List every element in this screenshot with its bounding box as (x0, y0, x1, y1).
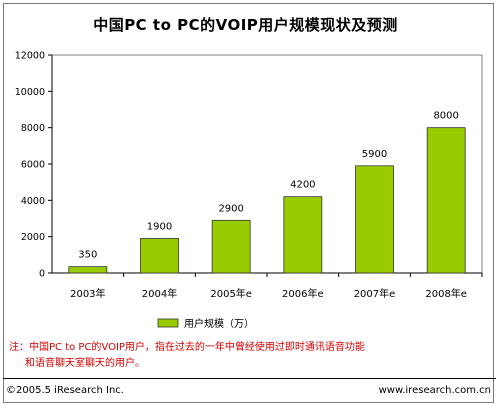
x-tick-label: 2004年 (142, 287, 177, 300)
x-tick-label: 2007年e (354, 287, 396, 300)
footnote: 注：中国PC to PC的VOIP用户，指在过去的一年中曾经使用过即时通讯语音功… (9, 340, 479, 372)
x-tick-label: 2008年e (425, 287, 467, 300)
x-tick-label: 2003年 (70, 287, 105, 300)
chart-title: 中国PC to PC的VOIP用户规模现状及预测 (93, 16, 398, 34)
x-tick-label: 2006年e (282, 287, 324, 300)
y-tick-label: 6000 (21, 160, 45, 171)
bar (355, 165, 394, 274)
bar (211, 219, 251, 274)
copyright-text: ©2005.5 iResearch Inc. (6, 385, 124, 396)
y-tick-label: 10000 (15, 87, 45, 98)
plot-area (51, 54, 483, 274)
bar (140, 238, 179, 274)
legend-swatch (157, 318, 179, 328)
website-url: www.iresearch.com.cn (378, 385, 491, 396)
bar-value-label: 1900 (147, 221, 172, 232)
footnote-line-2: 和语音聊天室聊天的用户。 (25, 358, 145, 369)
bar (68, 266, 108, 274)
bar-value-label: 4200 (290, 180, 315, 191)
bar-value-label: 2900 (218, 203, 243, 214)
chart-frame (3, 3, 494, 403)
bar-value-label: 5900 (362, 149, 387, 160)
footnote-line-1: 注：中国PC to PC的VOIP用户，指在过去的一年中曾经使用过即时通讯语音功… (9, 342, 365, 353)
y-tick-label: 2000 (21, 232, 45, 243)
bar (283, 196, 323, 274)
chart-legend: 用户规模（万） (157, 317, 254, 330)
y-tick-label: 0 (39, 269, 45, 280)
x-tick-label: 2005年e (210, 287, 252, 300)
chart-axes: 0 2000 4000 6000 8000 10000 12000 2003年 2004年 200… (15, 51, 483, 300)
y-tick-label: 12000 (15, 51, 45, 62)
bar (426, 127, 466, 274)
legend-label: 用户规模（万） (184, 317, 254, 330)
footer-divider (3, 378, 496, 379)
y-tick-label: 4000 (21, 196, 45, 207)
bar-value-label: 8000 (433, 111, 458, 122)
chart-bars: 350 1900 2900 4200 5900 8000 (68, 111, 466, 274)
y-tick-label: 8000 (21, 123, 45, 134)
bar-value-label: 350 (78, 250, 97, 261)
